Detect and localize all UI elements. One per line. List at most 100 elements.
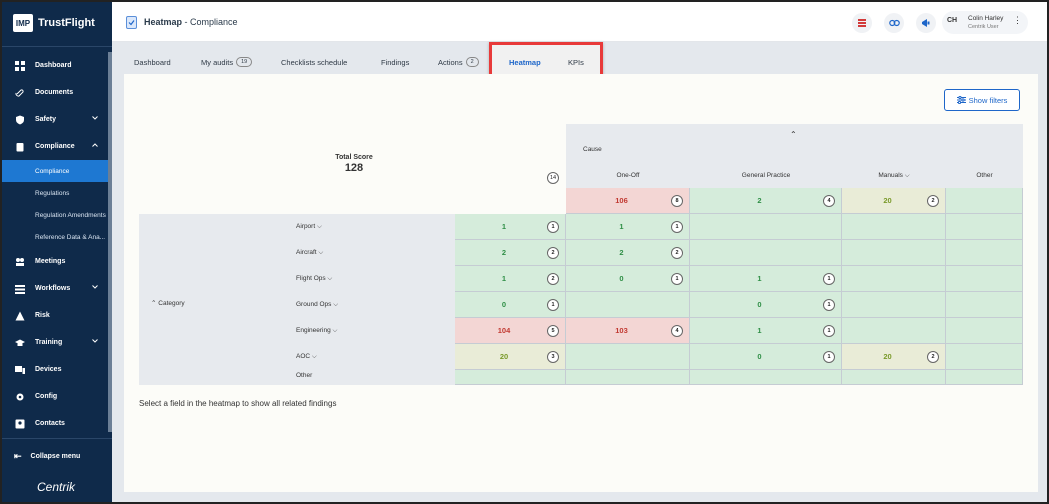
sidebar-item-dashboard[interactable]: Dashboard: [2, 52, 112, 79]
row-header-aircraft[interactable]: Aircraft ⌵: [296, 249, 323, 257]
heatmap-cell[interactable]: [946, 318, 1023, 344]
chevron-down-icon: ⌵: [331, 301, 339, 308]
total-score-value: 128: [344, 162, 364, 174]
heatmap-cell[interactable]: [566, 344, 690, 370]
breadcrumb: Heatmap - Compliance: [144, 17, 238, 27]
row-header-flight-ops[interactable]: Flight Ops ⌵: [296, 275, 332, 283]
chevron-down-icon: ⌵: [315, 223, 322, 230]
sidebar-item-documents[interactable]: Documents: [2, 79, 112, 106]
tab-kpis[interactable]: KPIs: [568, 52, 584, 72]
link-button[interactable]: [884, 13, 904, 33]
sidebar-item-devices[interactable]: Devices: [2, 356, 112, 383]
heatmap-cell[interactable]: [946, 266, 1023, 292]
heatmap-cell[interactable]: [566, 370, 690, 385]
sidebar-item-training[interactable]: Training: [2, 329, 112, 356]
sidebar-item-risk[interactable]: Risk: [2, 302, 112, 329]
tab-findings[interactable]: Findings: [381, 52, 409, 72]
stack-button[interactable]: [852, 13, 872, 33]
tab-dashboard[interactable]: Dashboard: [134, 52, 171, 72]
cell-count-badge: 2: [547, 273, 559, 285]
workflow-icon: [14, 283, 26, 295]
sidebar-item-meetings[interactable]: Meetings: [2, 248, 112, 275]
row-header-other[interactable]: Other: [296, 372, 312, 379]
show-filters-label: Show filters: [968, 95, 1008, 105]
heatmap-cell[interactable]: [842, 318, 946, 344]
sidebar-item-config[interactable]: Config: [2, 383, 112, 410]
cell-score: 2: [757, 196, 762, 205]
sidebar-item-safety[interactable]: Safety: [2, 106, 112, 133]
chevron-down-icon: [92, 115, 98, 122]
column-total-cell[interactable]: 20 2: [842, 188, 946, 214]
sidebar-nav: Dashboard Documents Safety Compliance Compli…: [2, 52, 112, 437]
heatmap-cell[interactable]: [946, 370, 1023, 385]
cell-score: 0: [619, 274, 624, 283]
heatmap-cell[interactable]: [690, 240, 842, 266]
collapse-menu-button[interactable]: ⇤ Collapse menu: [2, 445, 112, 467]
devices-icon: [14, 364, 26, 376]
category-toggle[interactable]: ⌃ Category: [151, 300, 185, 307]
row-header-airport[interactable]: Airport ⌵: [296, 223, 322, 231]
heatmap-cell[interactable]: [842, 292, 946, 318]
heatmap-cell[interactable]: [946, 292, 1023, 318]
cell-score: 0: [757, 300, 762, 309]
row-header-aoc[interactable]: AOC ⌵: [296, 353, 317, 361]
tab-my-audits[interactable]: My audits 19: [201, 52, 253, 72]
sidebar-item-contacts[interactable]: Contacts: [2, 410, 112, 437]
row-header-ground-ops[interactable]: Ground Ops ⌵: [296, 301, 338, 309]
column-header-manuals[interactable]: Manuals ⌵: [842, 172, 946, 180]
sidebar-subitem[interactable]: Regulations: [35, 189, 70, 197]
sidebar-item-label: Workflows: [35, 285, 71, 292]
user-menu[interactable]: CH Colin Harley Centrik User ⋮: [942, 11, 1028, 34]
sidebar-item-workflows[interactable]: Workflows: [2, 275, 112, 302]
heatmap-cell[interactable]: [842, 370, 946, 385]
logo[interactable]: IMP TrustFlight: [13, 14, 95, 32]
avatar: CH: [947, 17, 958, 24]
more-options-icon[interactable]: ⋮: [1013, 15, 1022, 25]
show-filters-button[interactable]: Show filters: [944, 89, 1020, 111]
column-total-cell[interactable]: 106 8: [566, 188, 690, 214]
sidebar-item-compliance[interactable]: Compliance: [2, 133, 112, 160]
column-total-cell[interactable]: [946, 188, 1023, 214]
heatmap-cell[interactable]: [842, 266, 946, 292]
heatmap-cell[interactable]: [946, 344, 1023, 370]
heatmap-cell[interactable]: [946, 240, 1023, 266]
row-total-cell[interactable]: 20 3: [455, 344, 566, 370]
sidebar-subitem[interactable]: Reference Data & Ana...: [35, 233, 106, 241]
heatmap-cell[interactable]: [946, 214, 1023, 240]
heatmap-cell[interactable]: [690, 214, 842, 240]
cause-label: Cause: [583, 146, 602, 153]
sidebar-subitem[interactable]: Compliance: [2, 160, 112, 182]
tab-checklists-schedule[interactable]: Checklists schedule: [281, 52, 347, 72]
sidebar-scrollbar[interactable]: [108, 52, 112, 432]
heatmap-cell[interactable]: [690, 370, 842, 385]
sidebar: IMP TrustFlight Dashboard Documents Safety…: [2, 2, 112, 502]
collapse-cause-icon[interactable]: ⌃: [790, 130, 797, 139]
tab-actions[interactable]: Actions 2: [438, 52, 479, 72]
row-total-cell[interactable]: [455, 370, 566, 385]
heatmap-cell[interactable]: 20 2: [842, 344, 946, 370]
row-header-label: Flight Ops: [296, 275, 326, 282]
sidebar-item-label: Dashboard: [35, 62, 72, 69]
row-total-cell[interactable]: 104 5: [455, 318, 566, 344]
heatmap-cell[interactable]: [842, 240, 946, 266]
heatmap-cell[interactable]: 103 4: [566, 318, 690, 344]
heatmap-cell[interactable]: [842, 214, 946, 240]
row-header-engineering[interactable]: Engineering ⌵: [296, 327, 337, 335]
announcement-button[interactable]: [916, 13, 936, 33]
heatmap-cell[interactable]: [566, 292, 690, 318]
cell-count-badge: 1: [547, 299, 559, 311]
sidebar-subitem[interactable]: Regulation Amendments: [35, 211, 106, 219]
dashboard-icon: [14, 60, 26, 72]
